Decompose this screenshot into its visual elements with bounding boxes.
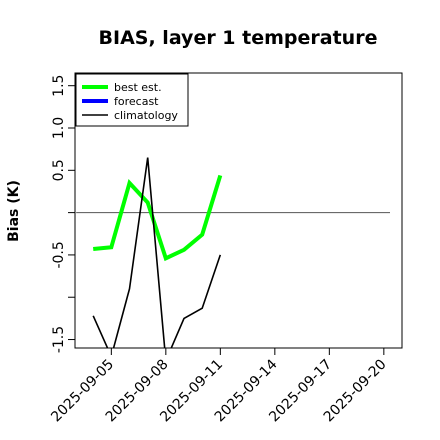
legend-label: climatology (114, 109, 178, 122)
y-tick-label: 1.5 (51, 75, 67, 97)
legend-label: forecast (114, 95, 159, 108)
plot-area (74, 72, 403, 349)
y-tick-label: -0.5 (51, 241, 67, 268)
y-axis-label: Bias (K) (6, 180, 22, 242)
plot-frame (74, 72, 403, 349)
legend-box (75, 73, 189, 127)
y-axis: -1.5 -0.5 0.5 1.0 1.5 (51, 75, 75, 353)
chart-title: BIAS, layer 1 temperature (99, 27, 378, 49)
series-line-climatology (92, 157, 222, 348)
y-tick-label: 1.0 (51, 117, 67, 139)
series-line-best-est (93, 174, 223, 262)
y-tick-label: -1.5 (51, 326, 67, 353)
legend-label: best est. (114, 81, 162, 94)
x-axis: 2025-09-052025-09-082025-09-112025-09-14… (48, 348, 390, 425)
y-tick-label: 0.5 (51, 159, 67, 181)
series-group (92, 157, 223, 348)
